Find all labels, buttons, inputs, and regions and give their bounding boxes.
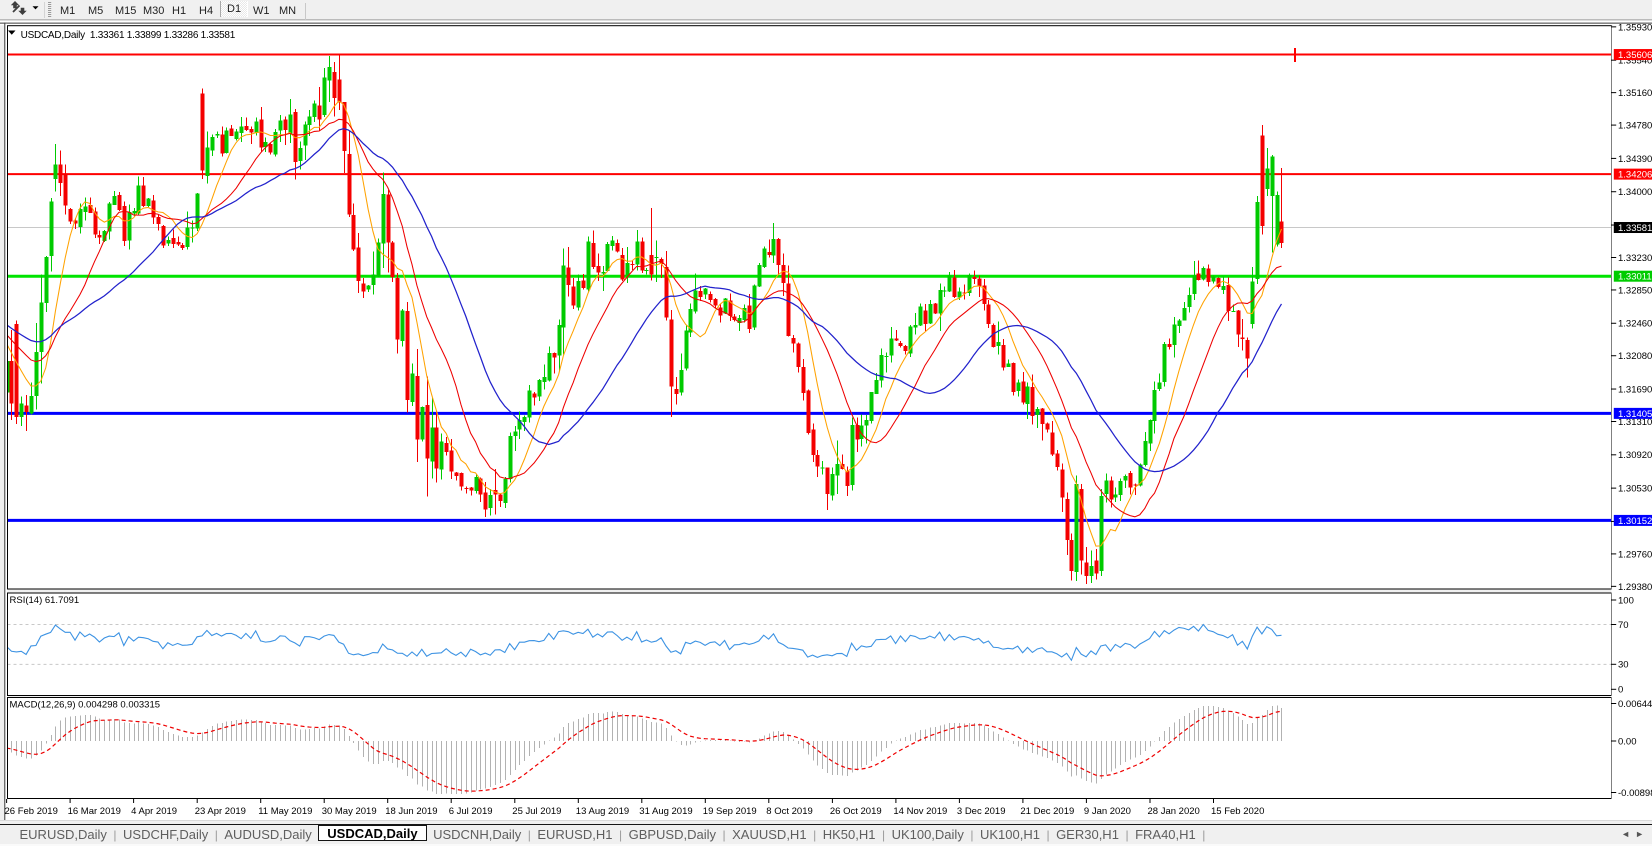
svg-text:1.33581: 1.33581 xyxy=(1618,223,1652,234)
svg-text:25 Jul 2019: 25 Jul 2019 xyxy=(512,806,561,817)
svg-text:1.30920: 1.30920 xyxy=(1618,450,1652,461)
svg-text:1.30152: 1.30152 xyxy=(1618,516,1652,527)
svg-text:1.31310: 1.31310 xyxy=(1618,417,1652,428)
svg-text:14 Nov 2019: 14 Nov 2019 xyxy=(893,806,947,817)
svg-text:30 May 2019: 30 May 2019 xyxy=(322,806,377,817)
svg-text:23 Apr 2019: 23 Apr 2019 xyxy=(195,806,246,817)
svg-text:1.34780: 1.34780 xyxy=(1618,120,1652,131)
svg-text:70: 70 xyxy=(1618,620,1629,631)
svg-text:1.29760: 1.29760 xyxy=(1618,549,1652,560)
svg-text:0: 0 xyxy=(1618,685,1623,696)
svg-text:1.34390: 1.34390 xyxy=(1618,154,1652,165)
svg-text:15 Feb 2020: 15 Feb 2020 xyxy=(1211,806,1264,817)
svg-text:1.29380: 1.29380 xyxy=(1618,582,1652,593)
svg-text:1.34206: 1.34206 xyxy=(1618,170,1652,181)
svg-text:0.00: 0.00 xyxy=(1618,736,1637,747)
svg-text:31 Aug 2019: 31 Aug 2019 xyxy=(639,806,692,817)
svg-text:1.31690: 1.31690 xyxy=(1618,384,1652,395)
svg-text:0.006448: 0.006448 xyxy=(1618,699,1652,710)
svg-text:1.32850: 1.32850 xyxy=(1618,285,1652,296)
svg-text:1.33011: 1.33011 xyxy=(1618,272,1652,283)
svg-text:3 Dec 2019: 3 Dec 2019 xyxy=(957,806,1006,817)
svg-text:19 Sep 2019: 19 Sep 2019 xyxy=(703,806,757,817)
svg-text:1.35160: 1.35160 xyxy=(1618,88,1652,99)
svg-text:100: 100 xyxy=(1618,595,1634,606)
svg-text:1.30530: 1.30530 xyxy=(1618,484,1652,495)
svg-text:1.31405: 1.31405 xyxy=(1618,409,1652,420)
svg-text:4 Apr 2019: 4 Apr 2019 xyxy=(131,806,177,817)
svg-text:1.35606: 1.35606 xyxy=(1618,50,1652,61)
svg-text:1.35930: 1.35930 xyxy=(1618,22,1652,33)
svg-text:21 Dec 2019: 21 Dec 2019 xyxy=(1020,806,1074,817)
svg-text:6 Jul 2019: 6 Jul 2019 xyxy=(449,806,493,817)
svg-text:USDCAD,Daily 1.33361 1.33899: USDCAD,Daily 1.33361 1.33899 1.33286 1.3… xyxy=(21,30,236,41)
svg-text:13 Aug 2019: 13 Aug 2019 xyxy=(576,806,629,817)
svg-text:1.32460: 1.32460 xyxy=(1618,319,1652,330)
svg-text:1.34000: 1.34000 xyxy=(1618,187,1652,198)
svg-text:28 Jan 2020: 28 Jan 2020 xyxy=(1148,806,1200,817)
svg-text:18 Jun 2019: 18 Jun 2019 xyxy=(385,806,437,817)
svg-text:1.33230: 1.33230 xyxy=(1618,253,1652,264)
svg-text:8 Oct 2019: 8 Oct 2019 xyxy=(766,806,812,817)
svg-text:MACD(12,26,9) 0.004298 0.00331: MACD(12,26,9) 0.004298 0.003315 xyxy=(10,700,161,711)
svg-text:26 Feb 2019: 26 Feb 2019 xyxy=(5,806,58,817)
svg-text:30: 30 xyxy=(1618,660,1629,671)
svg-text:26 Oct 2019: 26 Oct 2019 xyxy=(830,806,882,817)
svg-text:RSI(14) 61.7091: RSI(14) 61.7091 xyxy=(10,595,80,606)
svg-text:1.35540: 1.35540 xyxy=(1618,56,1652,67)
svg-text:-0.00898: -0.00898 xyxy=(1618,788,1652,799)
svg-text:11 May 2019: 11 May 2019 xyxy=(258,806,312,817)
svg-text:16 Mar 2019: 16 Mar 2019 xyxy=(68,806,121,817)
svg-text:9 Jan 2020: 9 Jan 2020 xyxy=(1084,806,1131,817)
svg-text:1.32080: 1.32080 xyxy=(1618,351,1652,362)
